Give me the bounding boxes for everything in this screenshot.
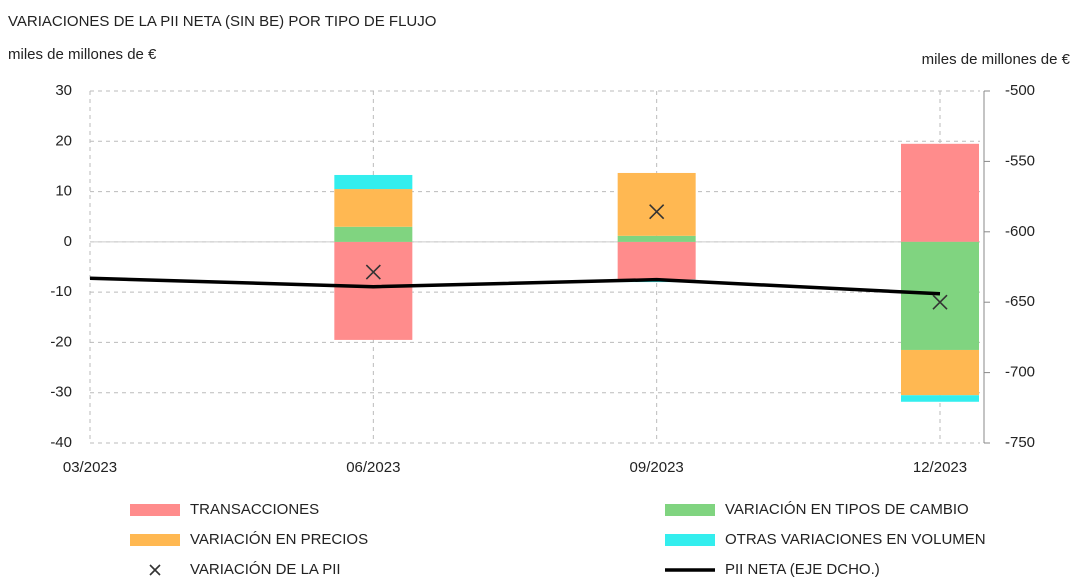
bar <box>901 395 979 402</box>
bar <box>334 241 413 340</box>
x-tick-label: 09/2023 <box>630 459 684 476</box>
y-tick-label: 0 <box>64 233 72 250</box>
legend-label: OTRAS VARIACIONES EN VOLUMEN <box>725 531 986 548</box>
legend-label: TRANSACCIONES <box>190 501 319 518</box>
y-tick-label: 30 <box>55 82 72 99</box>
bar <box>617 241 696 280</box>
bar <box>901 349 979 396</box>
bar <box>901 143 979 242</box>
x-tick-label: 06/2023 <box>346 459 400 476</box>
y-tick-label: -10 <box>50 283 72 300</box>
y2-tick-label: -750 <box>1005 434 1035 451</box>
legend-swatch <box>665 534 715 546</box>
x-tick-label: 12/2023 <box>913 459 967 476</box>
y2-tick-label: -700 <box>1005 364 1035 381</box>
bar <box>617 235 696 242</box>
y-tick-label: 10 <box>55 183 72 200</box>
y2-tick-label: -500 <box>1005 82 1035 99</box>
y-axis-label: miles de millones de € <box>8 46 157 63</box>
bar <box>901 241 979 350</box>
y2-tick-label: -600 <box>1005 223 1035 240</box>
legend-swatch <box>130 504 180 516</box>
y-tick-label: 20 <box>55 132 72 149</box>
legend-swatch <box>149 564 161 576</box>
chart-title: VARIACIONES DE LA PII NETA (SIN BE) POR … <box>8 13 436 30</box>
legend-label: VARIACIÓN DE LA PII <box>190 561 341 577</box>
y2-tick-label: -650 <box>1005 293 1035 310</box>
bar <box>334 189 413 227</box>
bar <box>617 172 696 236</box>
x-tick-label: 03/2023 <box>63 459 117 476</box>
marker <box>365 264 381 280</box>
y-tick-label: -30 <box>50 384 72 401</box>
y-tick-label: -40 <box>50 434 72 451</box>
legend-swatch <box>130 534 180 546</box>
legend-label: VARIACIÓN EN PRECIOS <box>190 531 368 548</box>
marker <box>649 204 665 220</box>
line <box>89 276 941 296</box>
legend-swatch <box>665 504 715 516</box>
y-tick-label: -20 <box>50 333 72 350</box>
legend-label: VARIACIÓN EN TIPOS DE CAMBIO <box>725 501 969 518</box>
legend-label: PII NETA (EJE DCHO.) <box>725 561 880 577</box>
bar <box>334 226 413 242</box>
y2-axis-label: miles de millones de € <box>922 51 1071 68</box>
y2-tick-label: -550 <box>1005 152 1035 169</box>
bar <box>334 174 413 190</box>
marker <box>932 294 948 310</box>
